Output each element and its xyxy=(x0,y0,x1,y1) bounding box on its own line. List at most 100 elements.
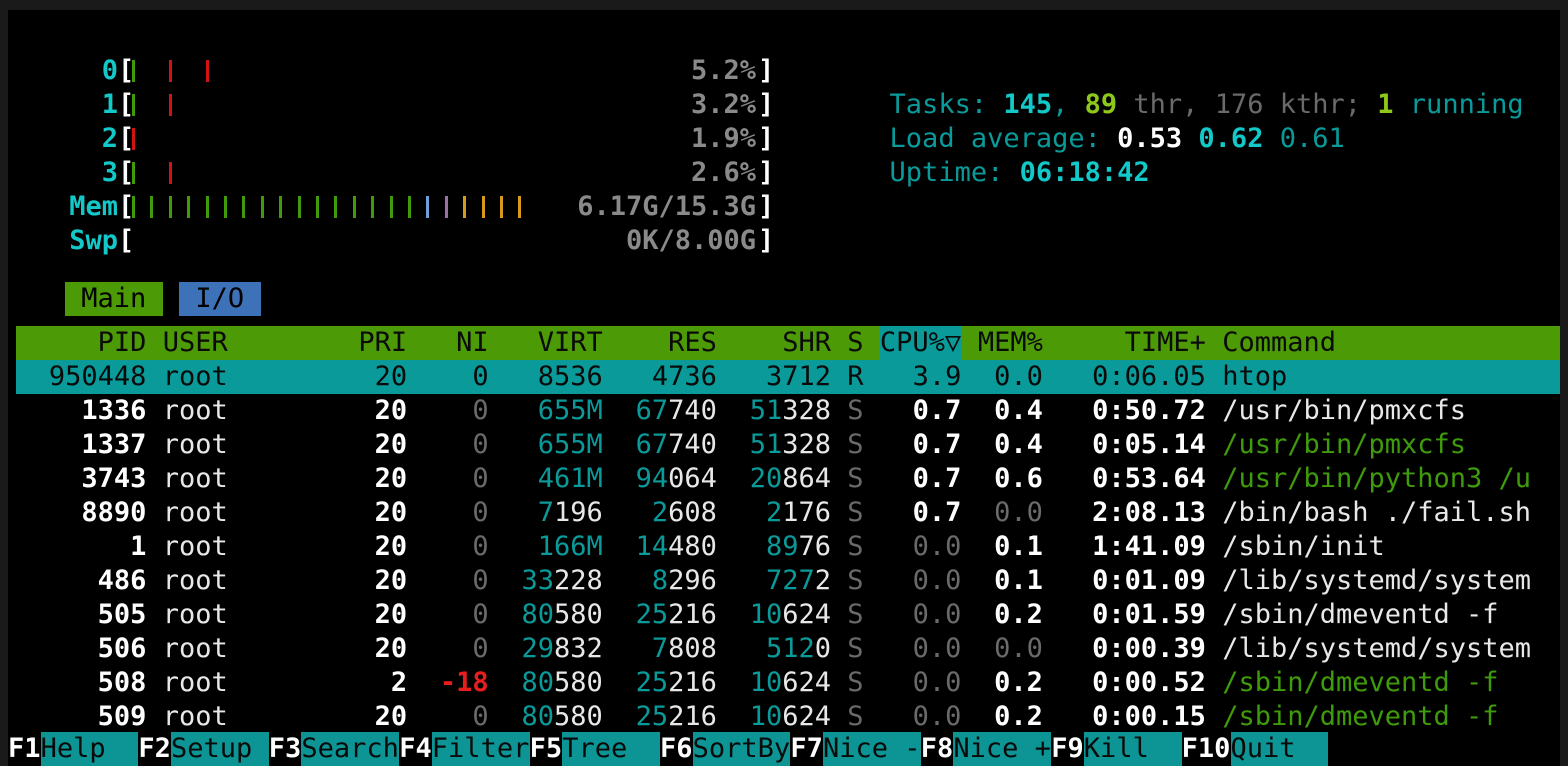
cell-command: htop xyxy=(1222,361,1288,392)
num-low: 328 xyxy=(782,429,831,460)
column-header-virt[interactable]: VIRT xyxy=(537,327,603,358)
cell-state: S xyxy=(847,463,864,494)
faction-nice-[interactable]: Nice - xyxy=(823,732,921,766)
cell-mem-percent: 0.1 xyxy=(994,565,1043,596)
cell-virt: 80580 xyxy=(505,700,603,734)
num-high: 20 xyxy=(749,463,783,494)
cell-res: 67740 xyxy=(619,428,717,462)
table-row[interactable]: 8890 root 20 0 7196 2608 2176 S 0.7 0.0 2:08.13/bi… xyxy=(16,496,1560,530)
memory-meter: Mem[6.17G/15.3G] xyxy=(8,190,788,224)
function-key-bar[interactable]: F1 Help F2 Setup F3 Search F4 Filter F5 Tree F6… xyxy=(8,732,1560,766)
cell-command: /usr/bin/pmxcfs xyxy=(1222,429,1467,460)
cell-res: 2608 xyxy=(619,496,717,530)
cell-mem-percent: 0.6 xyxy=(994,463,1043,494)
cell-virt: 33228 xyxy=(505,564,603,598)
num-low: 832 xyxy=(554,633,603,664)
cell-user: root xyxy=(162,667,228,698)
column-header-shr[interactable]: SHR xyxy=(782,327,831,358)
faction-help[interactable]: Help xyxy=(40,732,139,766)
cell-virt: 80580 xyxy=(505,666,603,700)
fkey-f4[interactable]: F4 xyxy=(399,732,432,766)
table-row[interactable]: 486 root 20 0 33228 8296 7272 S 0.0 0.1 0:01.09/li… xyxy=(16,564,1560,598)
faction-sortby[interactable]: SortBy xyxy=(692,732,791,766)
table-column-header[interactable]: PID USER PRI NI VIRT RES SHR S CPU%▽ MEM% TIME+ Com… xyxy=(16,326,1560,360)
fkey-f1[interactable]: F1 xyxy=(8,732,41,766)
meter-bar-segment xyxy=(463,196,467,218)
num-high: 727 xyxy=(765,565,815,596)
cell-cpu-percent: 0.7 xyxy=(912,395,962,426)
num-high: 89 xyxy=(765,531,799,562)
fkey-f3[interactable]: F3 xyxy=(268,732,302,766)
cell-command: /lib/systemd/system xyxy=(1222,565,1532,596)
num-high: 25 xyxy=(635,599,669,630)
num-high: 2 xyxy=(651,497,669,528)
num-low: 624 xyxy=(782,599,831,630)
table-row[interactable]: 505 root 20 0 80580 25216 10624 S 0.0 0.2 0:01.59 /… xyxy=(16,598,1560,632)
column-header-pri[interactable]: PRI xyxy=(358,327,408,358)
table-row[interactable]: 1336 root 20 0 655M 67740 51328 S 0.7 0.4 0:50.72 /… xyxy=(16,394,1560,428)
cell-time: 0:01.59 xyxy=(1092,599,1206,630)
table-row[interactable]: 509 root 20 0 80580 25216 10624 S 0.0 0.2 0:00.15 /… xyxy=(16,700,1560,734)
num-high: 10 xyxy=(749,701,783,732)
column-header-time[interactable]: TIME+ xyxy=(1124,327,1206,358)
cell-user: root xyxy=(162,361,228,392)
fkey-f9[interactable]: F9 xyxy=(1051,732,1084,766)
table-row[interactable]: 1337 root 20 0 655M 67740 51328 S 0.7 0.4 0:05.14 /… xyxy=(16,428,1560,462)
num-low: 328 xyxy=(782,395,831,426)
table-row[interactable]: 508 root 2 -18 80580 25216 10624 S 0.0 0.2 0:00.52… xyxy=(16,666,1560,700)
fkey-f8[interactable]: F8 xyxy=(920,732,954,766)
num-high: 655M xyxy=(537,429,603,460)
column-header-cpu[interactable]: CPU%▽ xyxy=(879,326,962,360)
meter-bar-track xyxy=(132,128,756,150)
cell-virt: 7196 xyxy=(505,496,603,530)
fkey-f10[interactable]: F10 xyxy=(1181,732,1231,766)
table-row[interactable]: 950448 root 20 0 8536 4736 3712 R 3.9 0.0 0:06.05 h… xyxy=(16,360,1560,394)
faction-filter[interactable]: Filter xyxy=(431,732,530,766)
num-low: 580 xyxy=(554,667,603,698)
table-row[interactable]: 3743 root 20 0 461M 94064 20864 S 0.7 0.6 0:53.64/… xyxy=(16,462,1560,496)
faction-nice-[interactable]: Nice + xyxy=(953,732,1052,766)
num-high: 10 xyxy=(749,667,783,698)
fkey-f7[interactable]: F7 xyxy=(790,732,823,766)
meter-bracket-open: [ xyxy=(118,157,135,188)
faction-setup[interactable]: Setup xyxy=(171,732,269,766)
cell-state: S xyxy=(847,633,864,664)
column-header-s[interactable]: S xyxy=(847,327,864,358)
tab-main[interactable]: Main xyxy=(64,282,163,316)
fkey-f5[interactable]: F5 xyxy=(529,732,563,766)
tab-i-o[interactable]: I/O xyxy=(179,282,261,316)
column-header-mem[interactable]: MEM% xyxy=(977,327,1043,358)
cell-state: S xyxy=(847,531,864,562)
meter-bar-track xyxy=(132,162,756,184)
num-low: 0 xyxy=(814,633,831,664)
faction-search[interactable]: Search xyxy=(301,732,400,766)
cell-command: /bin/bash ./fail.sh xyxy=(1222,497,1532,528)
column-header-pid[interactable]: PID xyxy=(97,327,147,358)
cell-cpu-percent: 0.0 xyxy=(912,531,962,562)
column-header-ni[interactable]: NI xyxy=(456,327,489,358)
faction-tree[interactable]: Tree xyxy=(562,732,660,766)
num-high: 14 xyxy=(635,531,669,562)
fkey-f6[interactable]: F6 xyxy=(660,732,693,766)
cell-ni: 0 xyxy=(472,633,489,664)
column-header-user[interactable]: USER xyxy=(162,327,228,358)
fkey-f2[interactable]: F2 xyxy=(138,732,171,766)
faction-kill[interactable]: Kill xyxy=(1083,732,1182,766)
num-high: 67 xyxy=(635,429,669,460)
cell-user: root xyxy=(162,497,228,528)
num-low: 216 xyxy=(668,667,717,698)
cell-user: root xyxy=(162,565,228,596)
table-row[interactable]: 1 root 20 0 166M 14480 8976 S 0.0 0.1 1:41.09/sbin… xyxy=(16,530,1560,564)
meter-label: 2 xyxy=(101,123,118,154)
num-high: 512 xyxy=(765,633,815,664)
column-header-res[interactable]: RES xyxy=(668,327,717,358)
column-header-command[interactable]: Command xyxy=(1222,327,1336,358)
meter-bar-segment xyxy=(334,196,338,218)
faction-quit[interactable]: Quit xyxy=(1230,732,1329,766)
meter-value: 2.6% xyxy=(690,157,756,188)
tasks-kthreads: 176 xyxy=(1214,89,1264,120)
table-row[interactable]: 506 root 20 0 29832 7808 5120 S 0.0 0.0 0:00.39/li… xyxy=(16,632,1560,666)
cell-command: /sbin/dmeventd -f xyxy=(1222,701,1499,732)
cell-user: root xyxy=(162,395,228,426)
meter-bar-segment xyxy=(352,196,356,218)
